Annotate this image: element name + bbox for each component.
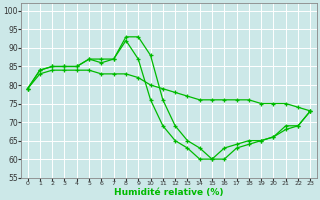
X-axis label: Humidité relative (%): Humidité relative (%) — [114, 188, 224, 197]
